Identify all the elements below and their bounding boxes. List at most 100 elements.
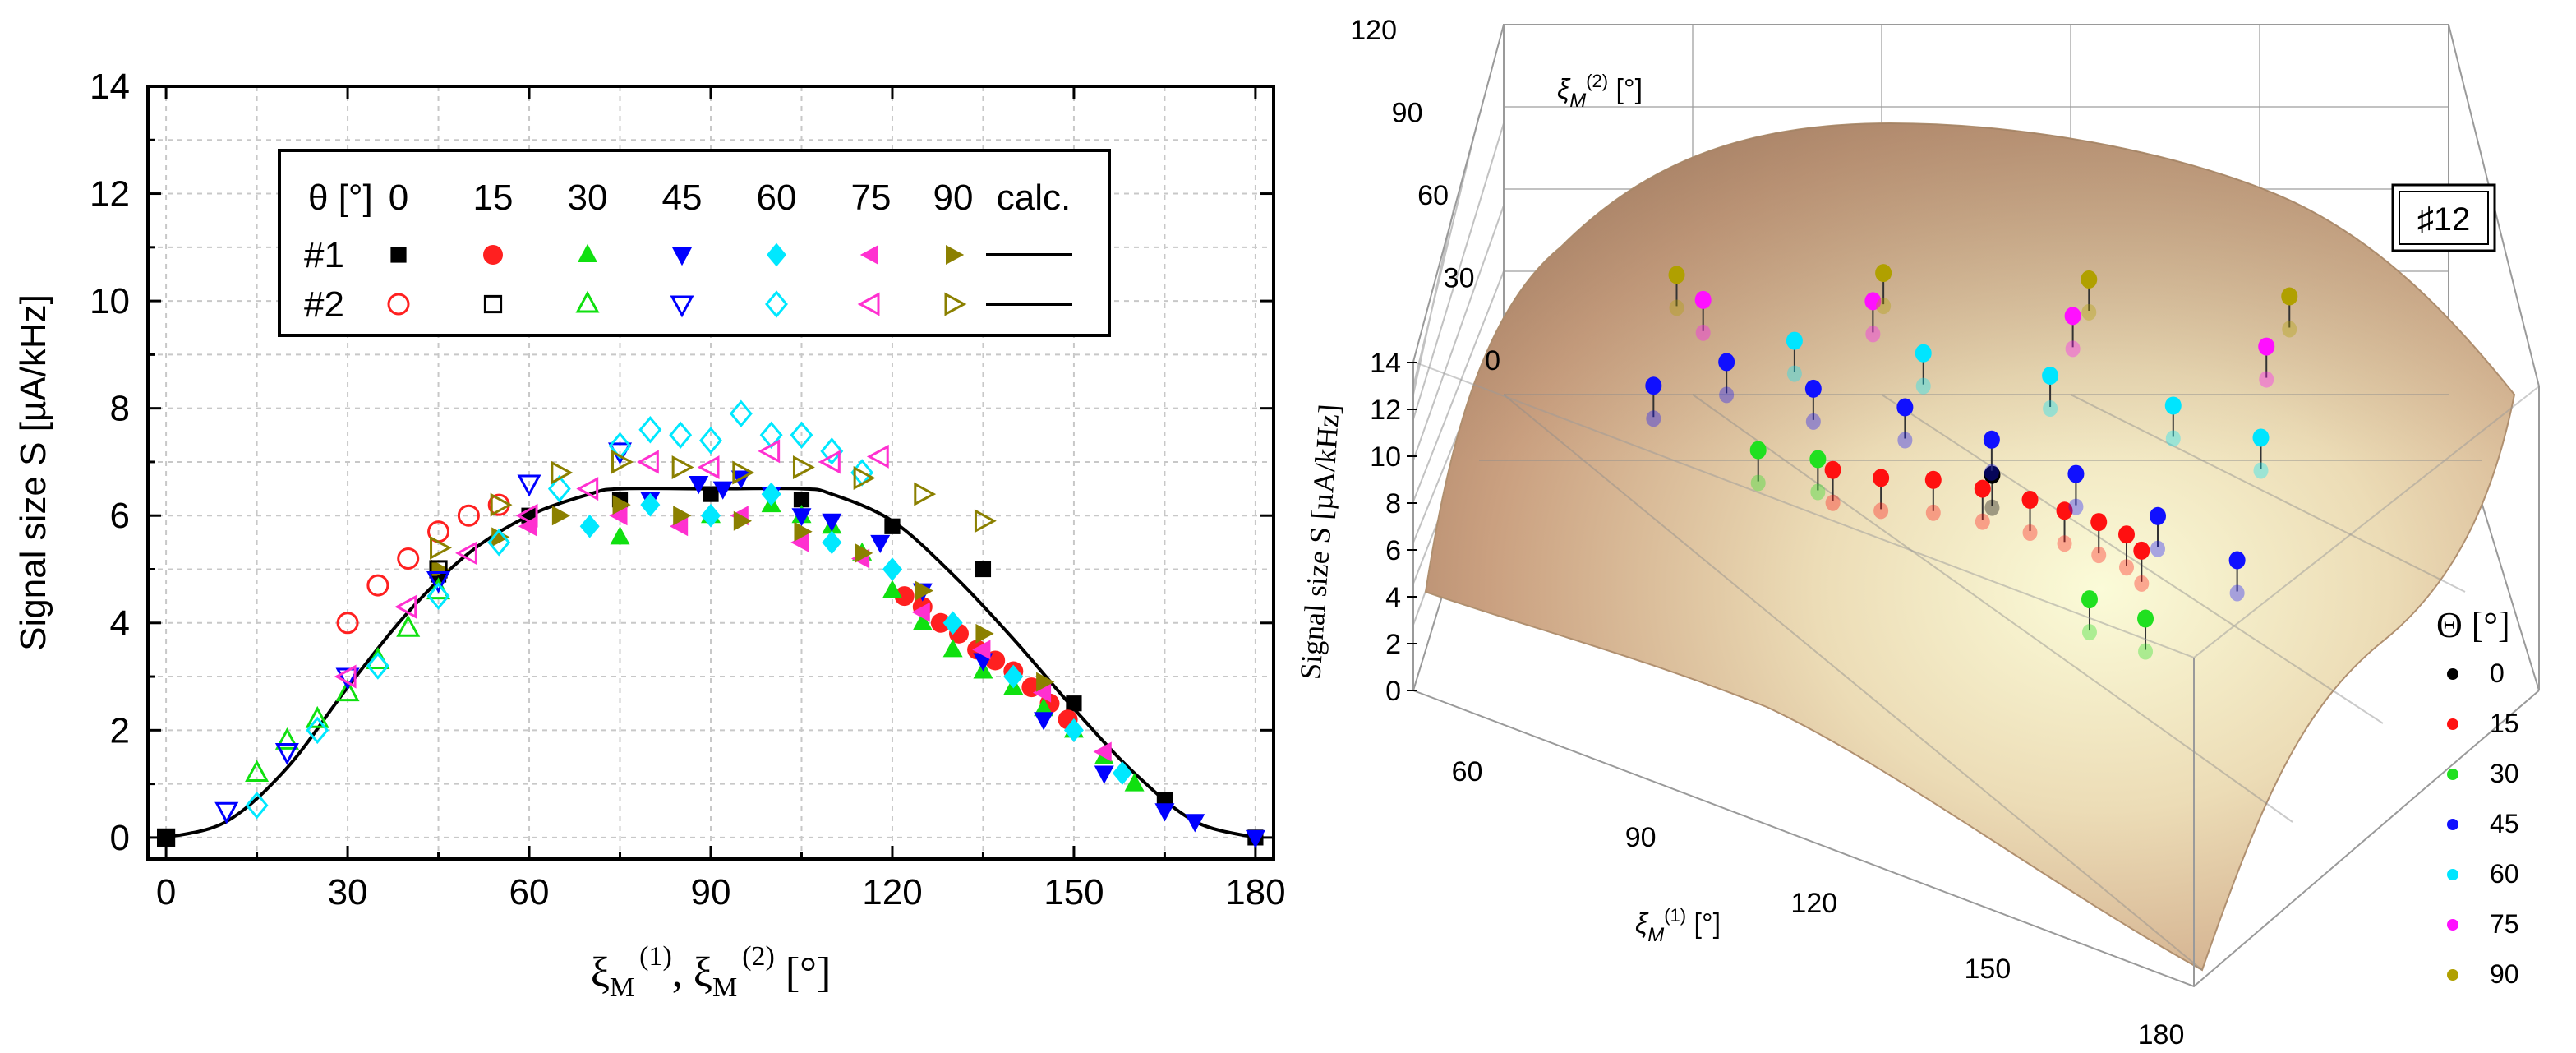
point-shadow [1786,365,1802,382]
legend-columns: 0 15 30 45 60 75 90 calc. [389,178,1071,218]
point-marker [2258,337,2275,356]
y3-tick-label: 120 [1350,15,1397,46]
data-point [551,460,574,485]
surface-point [1984,465,2001,516]
point-shadow [1873,502,1889,520]
data-point [820,437,844,465]
point-marker [2056,501,2073,520]
data-point [669,516,689,537]
data-point [1124,773,1145,792]
left-markers [156,399,1265,849]
surface-point [1974,479,1991,530]
point-shadow [2138,643,2154,660]
point-marker [1749,441,1767,460]
x-tick-label: 0 [156,872,176,912]
x-tick-label: 60 [509,872,550,912]
data-point [158,829,174,846]
point-marker [2067,464,2085,483]
data-point [911,602,930,622]
surface-point [2258,337,2275,388]
point-shadow [1876,298,1892,315]
y-tick-label: 10 [90,281,130,321]
surface-point [1983,430,2000,481]
x3-tick-label: 180 [2138,1019,2185,1051]
y-tick-label: 8 [110,389,130,429]
data-point [792,455,815,479]
point-marker [1983,430,2000,449]
surface-point [2064,307,2081,358]
data-point [793,492,810,508]
y3-tick-label: 0 [1485,345,1500,376]
z-tick-label: 10 [1370,441,1401,473]
data-point [517,474,541,497]
theta-legend-label: 15 [2490,709,2519,738]
series-2-90 [430,450,997,560]
data-point [609,506,628,526]
theta-legend-label: 30 [2490,759,2519,788]
data-point [794,521,813,542]
3d-x-axis-ticks: 60 90 120 150 180 [1452,756,2185,1051]
surface-point [2281,287,2298,338]
data-point [547,474,571,503]
point-marker [1915,344,1932,363]
3d-box-front [1412,361,2540,988]
data-point [942,639,963,658]
legend-symbol [670,295,694,318]
legend-column-label: 45 [662,178,703,218]
y-tick-label: 14 [90,67,130,107]
y3-tick-label: 60 [1417,180,1449,211]
surface-point [2137,609,2154,660]
data-point [870,534,891,554]
legend-symbol [859,245,878,265]
data-point [551,506,571,526]
data-point [855,543,873,563]
surface-point [1915,344,1932,395]
point-marker [1896,398,1914,417]
data-point [487,529,511,557]
data-point [822,530,842,555]
legend-symbols [387,242,967,318]
data-point [610,526,630,545]
data-point [697,455,720,479]
point-shadow [1825,494,1841,511]
legend-column-label: 90 [933,178,974,218]
data-point [274,727,299,750]
surface-point [2067,464,2085,515]
series-2-45 [214,442,633,824]
data-point [673,506,692,526]
data-point [336,612,359,635]
point-marker [1974,479,1991,498]
point-marker [1786,331,1803,350]
y3-tick-label: 90 [1392,98,1423,129]
x3-tick-label: 90 [1625,822,1657,853]
point-shadow [2150,540,2166,557]
point-marker [1718,353,1735,372]
data-point [1034,712,1054,731]
point-shadow [1915,377,1931,395]
data-point [431,559,449,580]
surface-point [2118,525,2135,576]
data-point [712,481,733,500]
point-marker [2281,287,2298,306]
theta-legend-label: 0 [2490,658,2505,688]
data-point [822,513,842,532]
y-tick-label: 12 [90,174,130,215]
point-shadow [1897,432,1913,449]
data-point [1154,803,1175,822]
point-marker [2090,513,2108,532]
point-shadow [2057,535,2072,552]
data-point [1063,718,1084,742]
point-marker [2118,525,2135,544]
data-point [1185,814,1205,833]
x-tick-label: 90 [691,872,731,912]
x-tick-label: 30 [328,872,368,912]
legend-column-label: calc. [997,178,1071,218]
data-point [306,716,329,745]
data-point [455,541,477,566]
point-shadow [2259,371,2274,388]
data-point [758,439,781,464]
surface-point [1749,441,1767,492]
data-point [426,582,450,610]
data-point [1094,765,1114,784]
